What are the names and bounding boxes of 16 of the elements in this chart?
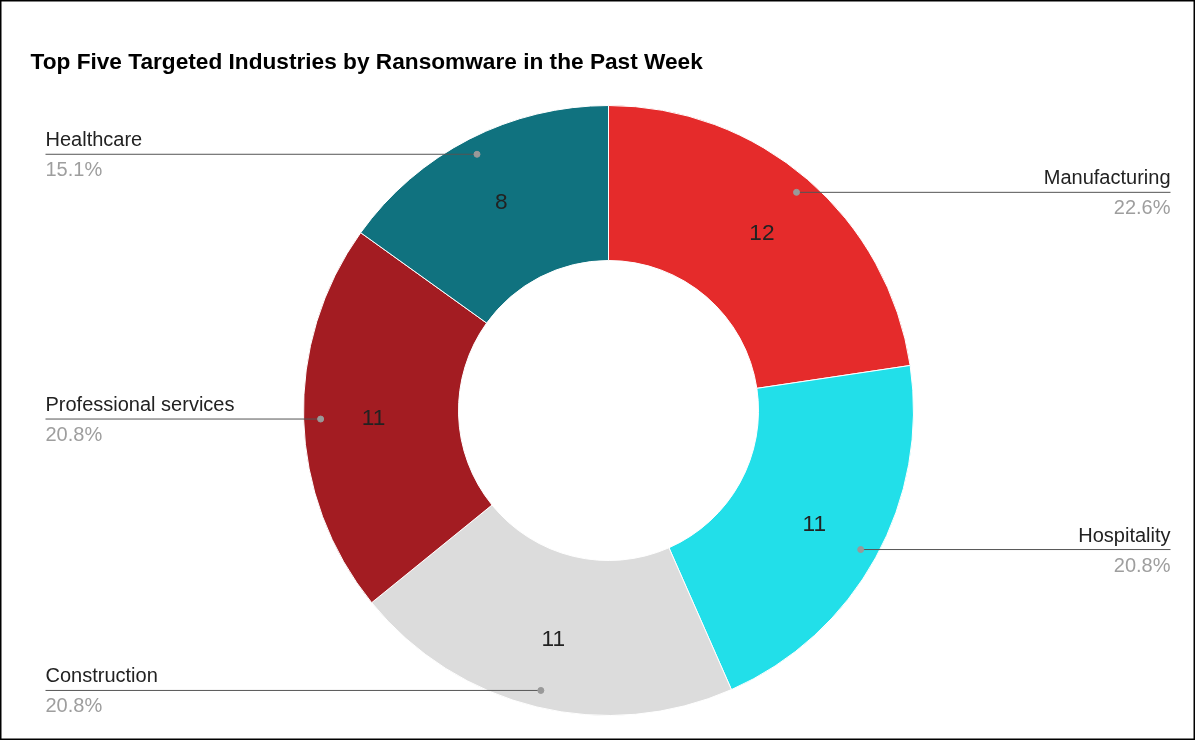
slice-label: Healthcare (45, 128, 143, 151)
slice-label: Construction (45, 664, 158, 687)
slice-label: Professional services (45, 393, 235, 416)
chart-title: Top Five Targeted Industries by Ransomware in the Past Week (30, 47, 704, 74)
slice-label: Manufacturing (1043, 166, 1171, 189)
text: 20.8% (1113, 553, 1171, 576)
text: 22.6% (1113, 196, 1171, 219)
data-label: 8 (494, 187, 508, 214)
data-label: 11 (361, 403, 386, 430)
data-label: 11 (541, 625, 566, 652)
data-label: 12 (749, 218, 775, 245)
text: 15.1% (45, 158, 103, 181)
text: 20.8% (45, 423, 103, 446)
data-label: 11 (802, 510, 827, 537)
slice-label: Hospitality (1078, 523, 1171, 546)
text: 20.8% (45, 694, 103, 717)
